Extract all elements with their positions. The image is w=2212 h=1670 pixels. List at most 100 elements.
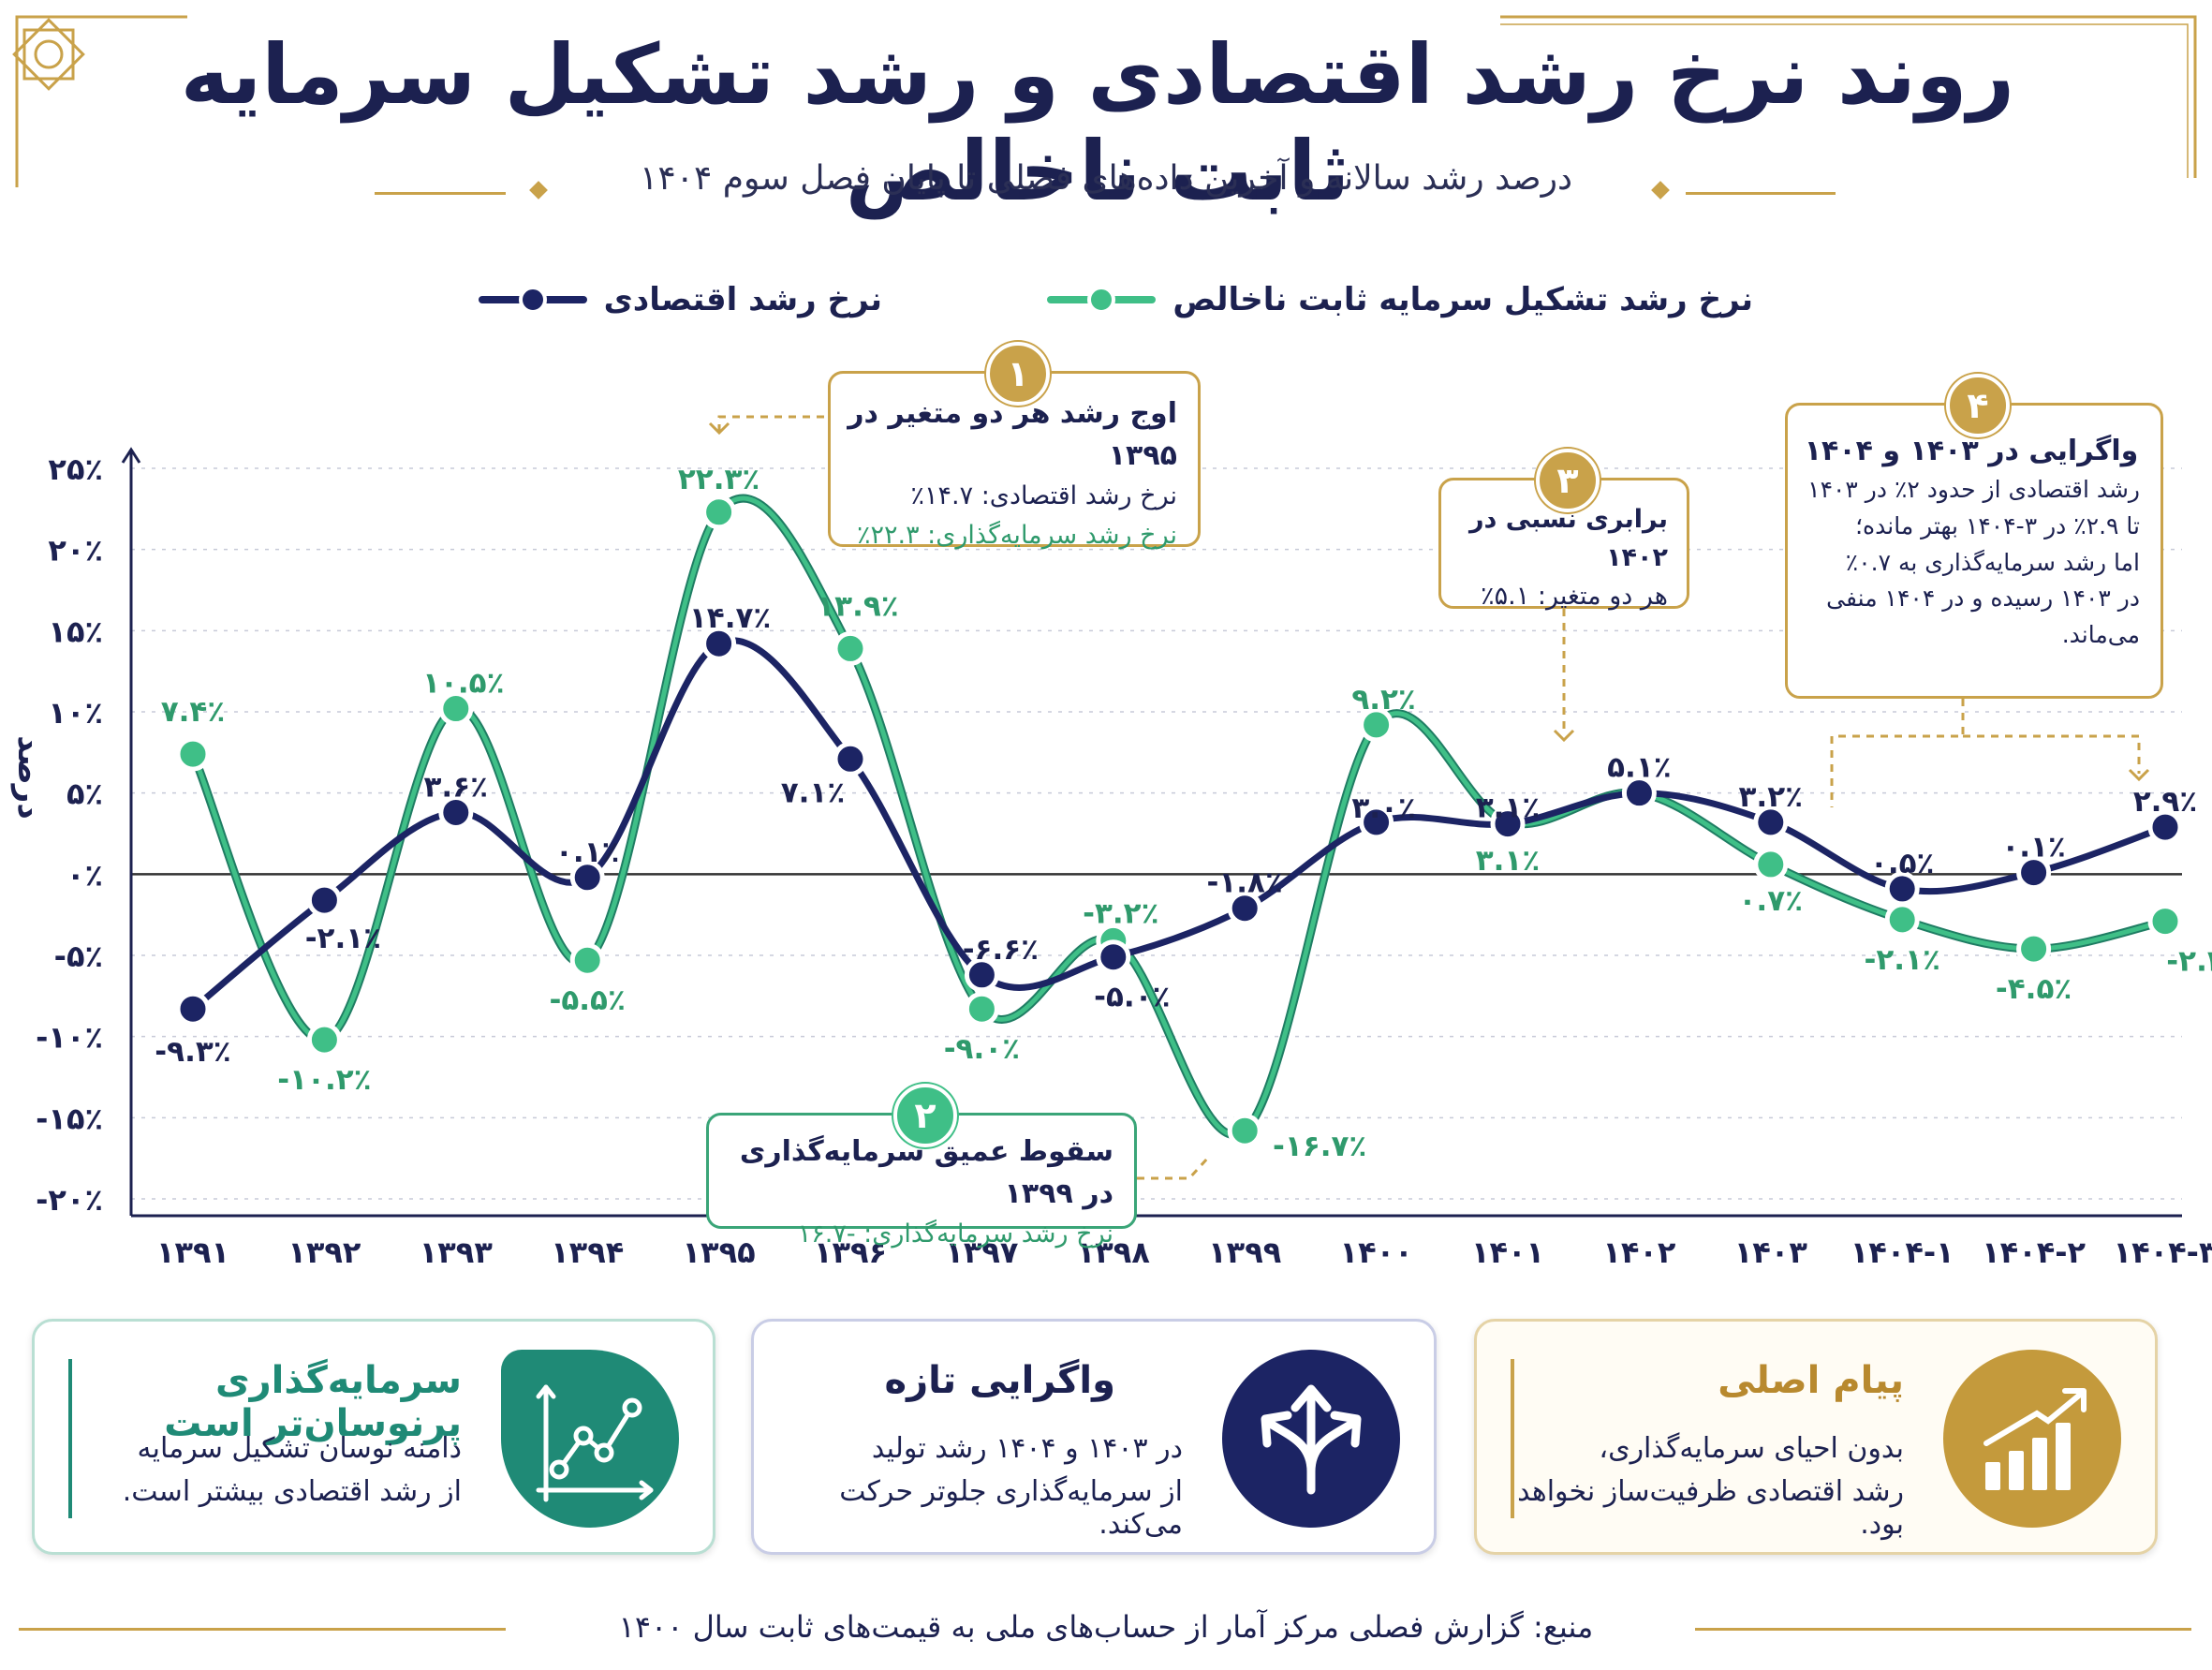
callout-line: در ۱۴۰۳ رسیده و در ۱۴۰۴ منفی xyxy=(1826,584,2140,613)
data-point xyxy=(2147,904,2183,939)
x-tick-label: ۱۳۹۳ xyxy=(420,1234,494,1270)
callout-divergence-1403-1404: ۴ واگرایی در ۱۴۰۳ و ۱۴۰۴ رشد اقتصادی از … xyxy=(1785,374,2163,699)
callout-4-pointer-head xyxy=(2128,768,2150,782)
card-line: در ۱۴۰۳ و ۱۴۰۴ رشد تولید xyxy=(871,1432,1183,1465)
x-tick-label: ۱۳۹۲ xyxy=(288,1234,361,1270)
callout-3-pointer-head xyxy=(1553,729,1575,743)
y-axis-arrow xyxy=(121,447,141,464)
investment-data-label: ۰.۷٪ xyxy=(1739,884,1804,918)
data-point xyxy=(1359,805,1394,840)
callout-heading: اوج رشد هر دو متغیر در ۱۳۹۵ xyxy=(848,397,1177,472)
card-investment-volatility: سرمایه‌گذاری پرنوسان‌تر است دامنه نوسان … xyxy=(32,1319,715,1555)
investment-data-label: -۱۰.۲٪ xyxy=(277,1063,371,1097)
callout-parity-1402: ۳ برابری نسبی در ۱۴۰۲ هر دو متغیر: ۵.۱٪ xyxy=(1438,449,1689,611)
x-tick-label: ۱۴۰۰ xyxy=(1340,1234,1413,1270)
callout-line: هر دو متغیر: ۵.۱٪ xyxy=(1481,582,1668,611)
data-point xyxy=(833,630,868,666)
data-point xyxy=(306,882,342,918)
card-line: از سرمایه‌گذاری جلوتر حرکت می‌کند. xyxy=(839,1475,1183,1541)
economic-data-label: ۷.۱٪ xyxy=(781,776,846,809)
callout-line: اما رشد سرمایه‌گذاری به ۰.۷٪ xyxy=(1845,548,2140,576)
y-tick-label: ۰٪ xyxy=(66,857,103,893)
callout-4-pointer-left xyxy=(1830,699,1965,807)
callout-1-pointer xyxy=(717,415,824,433)
card-new-divergence: واگرایی تازه در ۱۴۰۳ و ۱۴۰۴ رشد تولید از… xyxy=(751,1319,1437,1555)
x-tick-label: ۱۳۹۶ xyxy=(814,1234,887,1270)
economic-data-label: ۰.۱٪ xyxy=(2001,831,2066,865)
investment-data-label: -۳.۲٪ xyxy=(1083,896,1158,930)
x-tick-label: ۱۳۹۱ xyxy=(156,1234,229,1270)
economic-data-label: ۰.۵٪ xyxy=(1870,847,1935,880)
data-point xyxy=(964,957,999,993)
card-line: بدون احیای سرمایه‌گذاری، xyxy=(1599,1432,1904,1465)
callout-number-badge: ۴ xyxy=(1946,374,2010,437)
data-point xyxy=(175,991,211,1027)
y-tick-label: ۲۵٪ xyxy=(48,451,103,487)
data-point xyxy=(569,860,605,895)
card-accent-bar xyxy=(68,1359,72,1518)
data-point xyxy=(1884,902,1920,938)
economic-data-label: ۱۴.۷٪ xyxy=(689,601,771,635)
data-point xyxy=(1359,707,1394,743)
callout-4-pointer-right xyxy=(1963,734,2141,774)
callout-drop-1399: ۲ سقوط عمیق سرمایه‌گذاری در ۱۳۹۹ نرخ رشد… xyxy=(706,1084,1137,1249)
investment-data-label: -۴.۵٪ xyxy=(1996,972,2072,1006)
callout-number-badge: ۳ xyxy=(1536,449,1600,512)
data-point xyxy=(1753,805,1789,840)
investment-data-label: ۱۰.۵٪ xyxy=(422,667,504,701)
legend-investment-label: نرخ رشد تشکیل سرمایه ثابت ناخالص xyxy=(1172,281,1753,318)
economic-data-label: -۹.۳٪ xyxy=(155,1035,230,1069)
card-main-message: پیام اصلی بدون احیای سرمایه‌گذاری، رشد ا… xyxy=(1474,1319,2158,1555)
callout-line: تا ۲.۹٪ در ۳-۱۴۰۴ بهتر مانده؛ xyxy=(1855,511,2140,539)
data-point xyxy=(175,736,211,772)
callout-number-badge: ۱ xyxy=(986,342,1050,406)
investment-data-label: -۲.۳٪ xyxy=(2166,945,2212,979)
y-tick-label: -۱۵٪ xyxy=(36,1101,103,1136)
data-point xyxy=(1884,871,1920,907)
callout-line: رشد اقتصادی از حدود ۲٪ در ۱۴۰۳ xyxy=(1807,476,2140,503)
data-point xyxy=(964,991,999,1027)
callout-heading: برابری نسبی در ۱۴۰۲ xyxy=(1468,505,1668,572)
investment-data-label: ۹.۲٪ xyxy=(1351,683,1416,717)
x-tick-label: ۱۴۰۴-۲ xyxy=(1982,1234,2086,1270)
legend-economic-swatch xyxy=(478,286,587,314)
data-point xyxy=(438,691,474,727)
investment-data-label: ۳.۱٪ xyxy=(1476,844,1541,878)
page-title: روند نرخ رشد اقتصادی و رشد تشکیل سرمایه … xyxy=(180,26,2015,219)
card-title: سرمایه‌گذاری پرنوسان‌تر است xyxy=(164,1359,462,1445)
investment-data-label: ۷.۴٪ xyxy=(161,695,226,729)
x-tick-label: ۱۳۹۹ xyxy=(1208,1234,1281,1270)
callout-line: نرخ رشد سرمایه‌گذاری: ۲۲.۳٪ xyxy=(856,520,1177,550)
source-rule-right xyxy=(1695,1628,2191,1631)
series-economic xyxy=(175,626,2183,1027)
data-point xyxy=(569,942,605,978)
data-point xyxy=(306,1022,342,1057)
data-point xyxy=(1227,1113,1262,1148)
y-tick-label: -۵٪ xyxy=(54,938,103,974)
investment-data-label: -۲.۱٪ xyxy=(1864,943,1939,977)
economic-data-label: ۳.۱٪ xyxy=(1476,791,1541,825)
x-tick-label: ۱۴۰۱ xyxy=(1471,1234,1544,1270)
data-point xyxy=(2016,931,2052,967)
card-line: از رشد اقتصادی بیشتر است. xyxy=(122,1475,462,1508)
y-tick-label: -۱۰٪ xyxy=(36,1020,103,1056)
economic-data-label: ۲.۹٪ xyxy=(2133,785,2198,819)
investment-data-label: -۹.۰٪ xyxy=(944,1032,1020,1066)
investment-data-label: -۱۶.۷٪ xyxy=(1273,1130,1366,1163)
x-tick-label: ۱۴۰۳ xyxy=(1734,1234,1808,1270)
data-point xyxy=(2147,809,2183,845)
diverging-arrows-icon xyxy=(1222,1350,1400,1528)
growth-bars-icon xyxy=(1943,1350,2121,1528)
data-point xyxy=(1096,939,1131,975)
investment-data-label: -۵.۵٪ xyxy=(549,983,625,1017)
callout-2-pointer xyxy=(1137,1156,1210,1180)
economic-data-label: -۱.۸٪ xyxy=(1206,866,1282,900)
data-point xyxy=(438,794,474,830)
economic-data-label: ۵.۱٪ xyxy=(1607,751,1672,785)
data-point xyxy=(701,626,737,661)
x-tick-label: ۱۳۹۴ xyxy=(551,1234,624,1270)
economic-data-label: -۵.۰٪ xyxy=(1094,981,1170,1014)
callout-1-pointer-head xyxy=(708,421,730,436)
data-point xyxy=(1490,806,1526,842)
data-point xyxy=(1753,847,1789,882)
